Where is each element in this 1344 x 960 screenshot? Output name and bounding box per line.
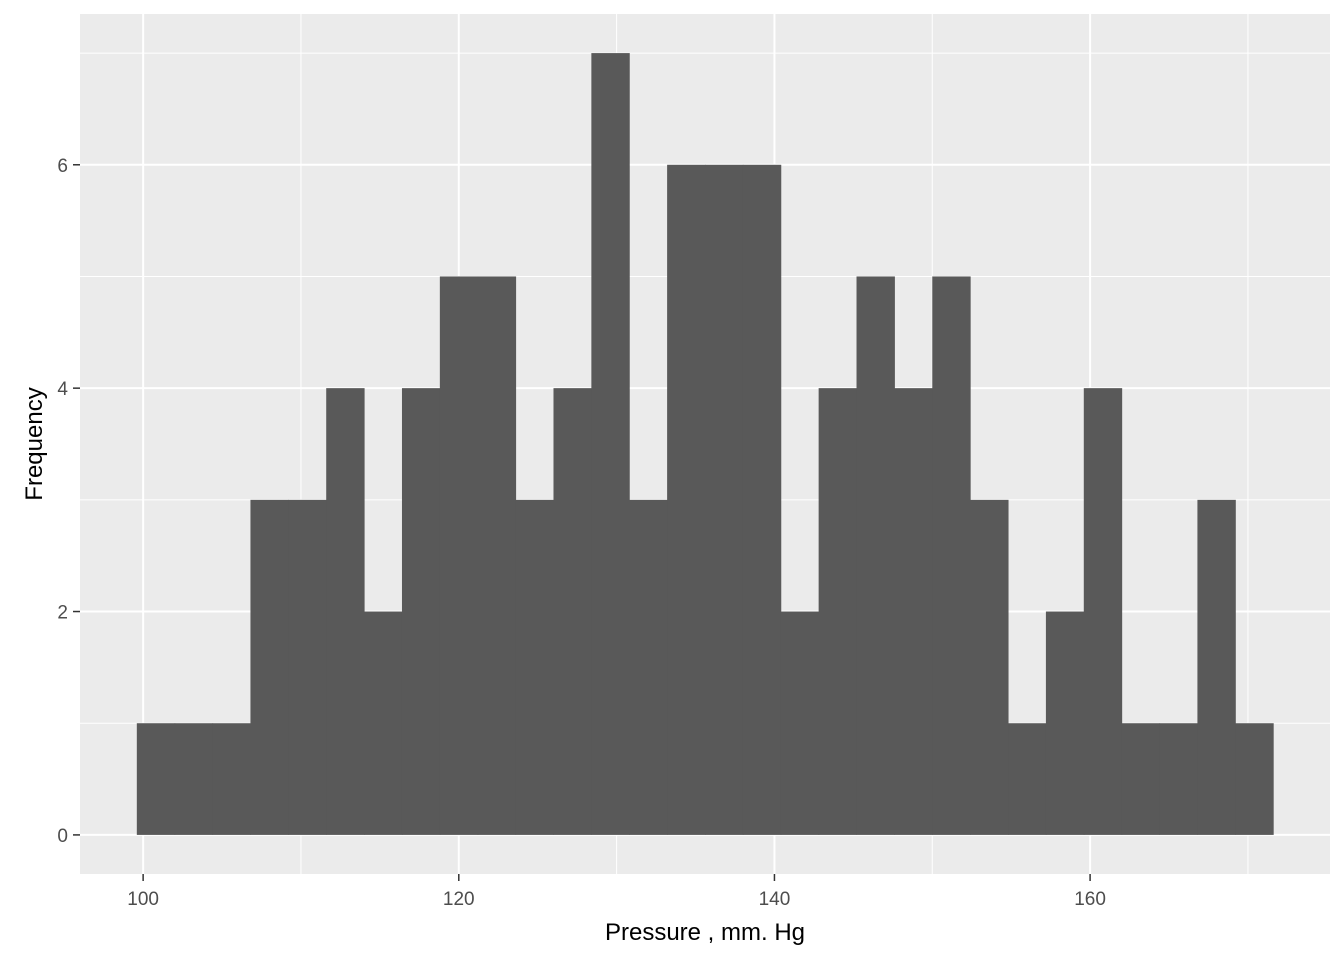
histogram-bar: [1159, 723, 1198, 835]
histogram-bar: [1008, 723, 1047, 835]
histogram-bar: [705, 164, 744, 835]
histogram-bar: [439, 276, 479, 835]
histogram-bar: [250, 499, 289, 835]
histogram-bar: [136, 723, 176, 835]
y-tick-label: 0: [57, 826, 68, 847]
x-axis-ticks: 100 120 140 160: [127, 874, 1106, 910]
histogram-bar: [515, 499, 554, 835]
histogram-bar: [856, 276, 895, 835]
histogram-bar: [326, 388, 365, 835]
histogram-bar: [1045, 611, 1085, 835]
histogram-bar: [629, 499, 668, 835]
histogram-bars: [136, 53, 1274, 835]
histogram-bar: [212, 723, 251, 835]
y-tick-label: 6: [57, 156, 68, 177]
histogram-bar: [477, 276, 517, 835]
histogram-bar: [818, 388, 858, 835]
histogram-bar: [401, 388, 441, 835]
histogram-bar: [1083, 388, 1123, 835]
histogram-bar: [1235, 723, 1274, 835]
x-tick-label: 140: [759, 889, 791, 910]
histogram-bar: [591, 53, 630, 835]
y-axis-title: Frequency: [21, 387, 48, 500]
histogram-bar: [288, 499, 327, 835]
histogram-bar: [174, 723, 214, 835]
histogram-bar: [364, 611, 403, 835]
histogram-bar: [894, 388, 933, 835]
x-tick-label: 160: [1074, 889, 1106, 910]
histogram-bar: [553, 388, 592, 835]
histogram-bar: [970, 499, 1009, 835]
y-tick-label: 2: [57, 603, 68, 624]
histogram-bar: [667, 164, 706, 835]
y-tick-label: 4: [57, 379, 68, 400]
histogram-bar: [932, 276, 971, 835]
x-tick-label: 120: [443, 889, 475, 910]
histogram-bar: [742, 164, 782, 835]
histogram-bar: [1121, 723, 1161, 835]
histogram-bar: [780, 611, 820, 835]
x-axis-title: Pressure , mm. Hg: [605, 919, 805, 946]
y-axis-ticks: 0 2 4 6: [57, 156, 80, 847]
histogram-bar: [1197, 499, 1236, 835]
x-tick-label: 100: [127, 889, 159, 910]
